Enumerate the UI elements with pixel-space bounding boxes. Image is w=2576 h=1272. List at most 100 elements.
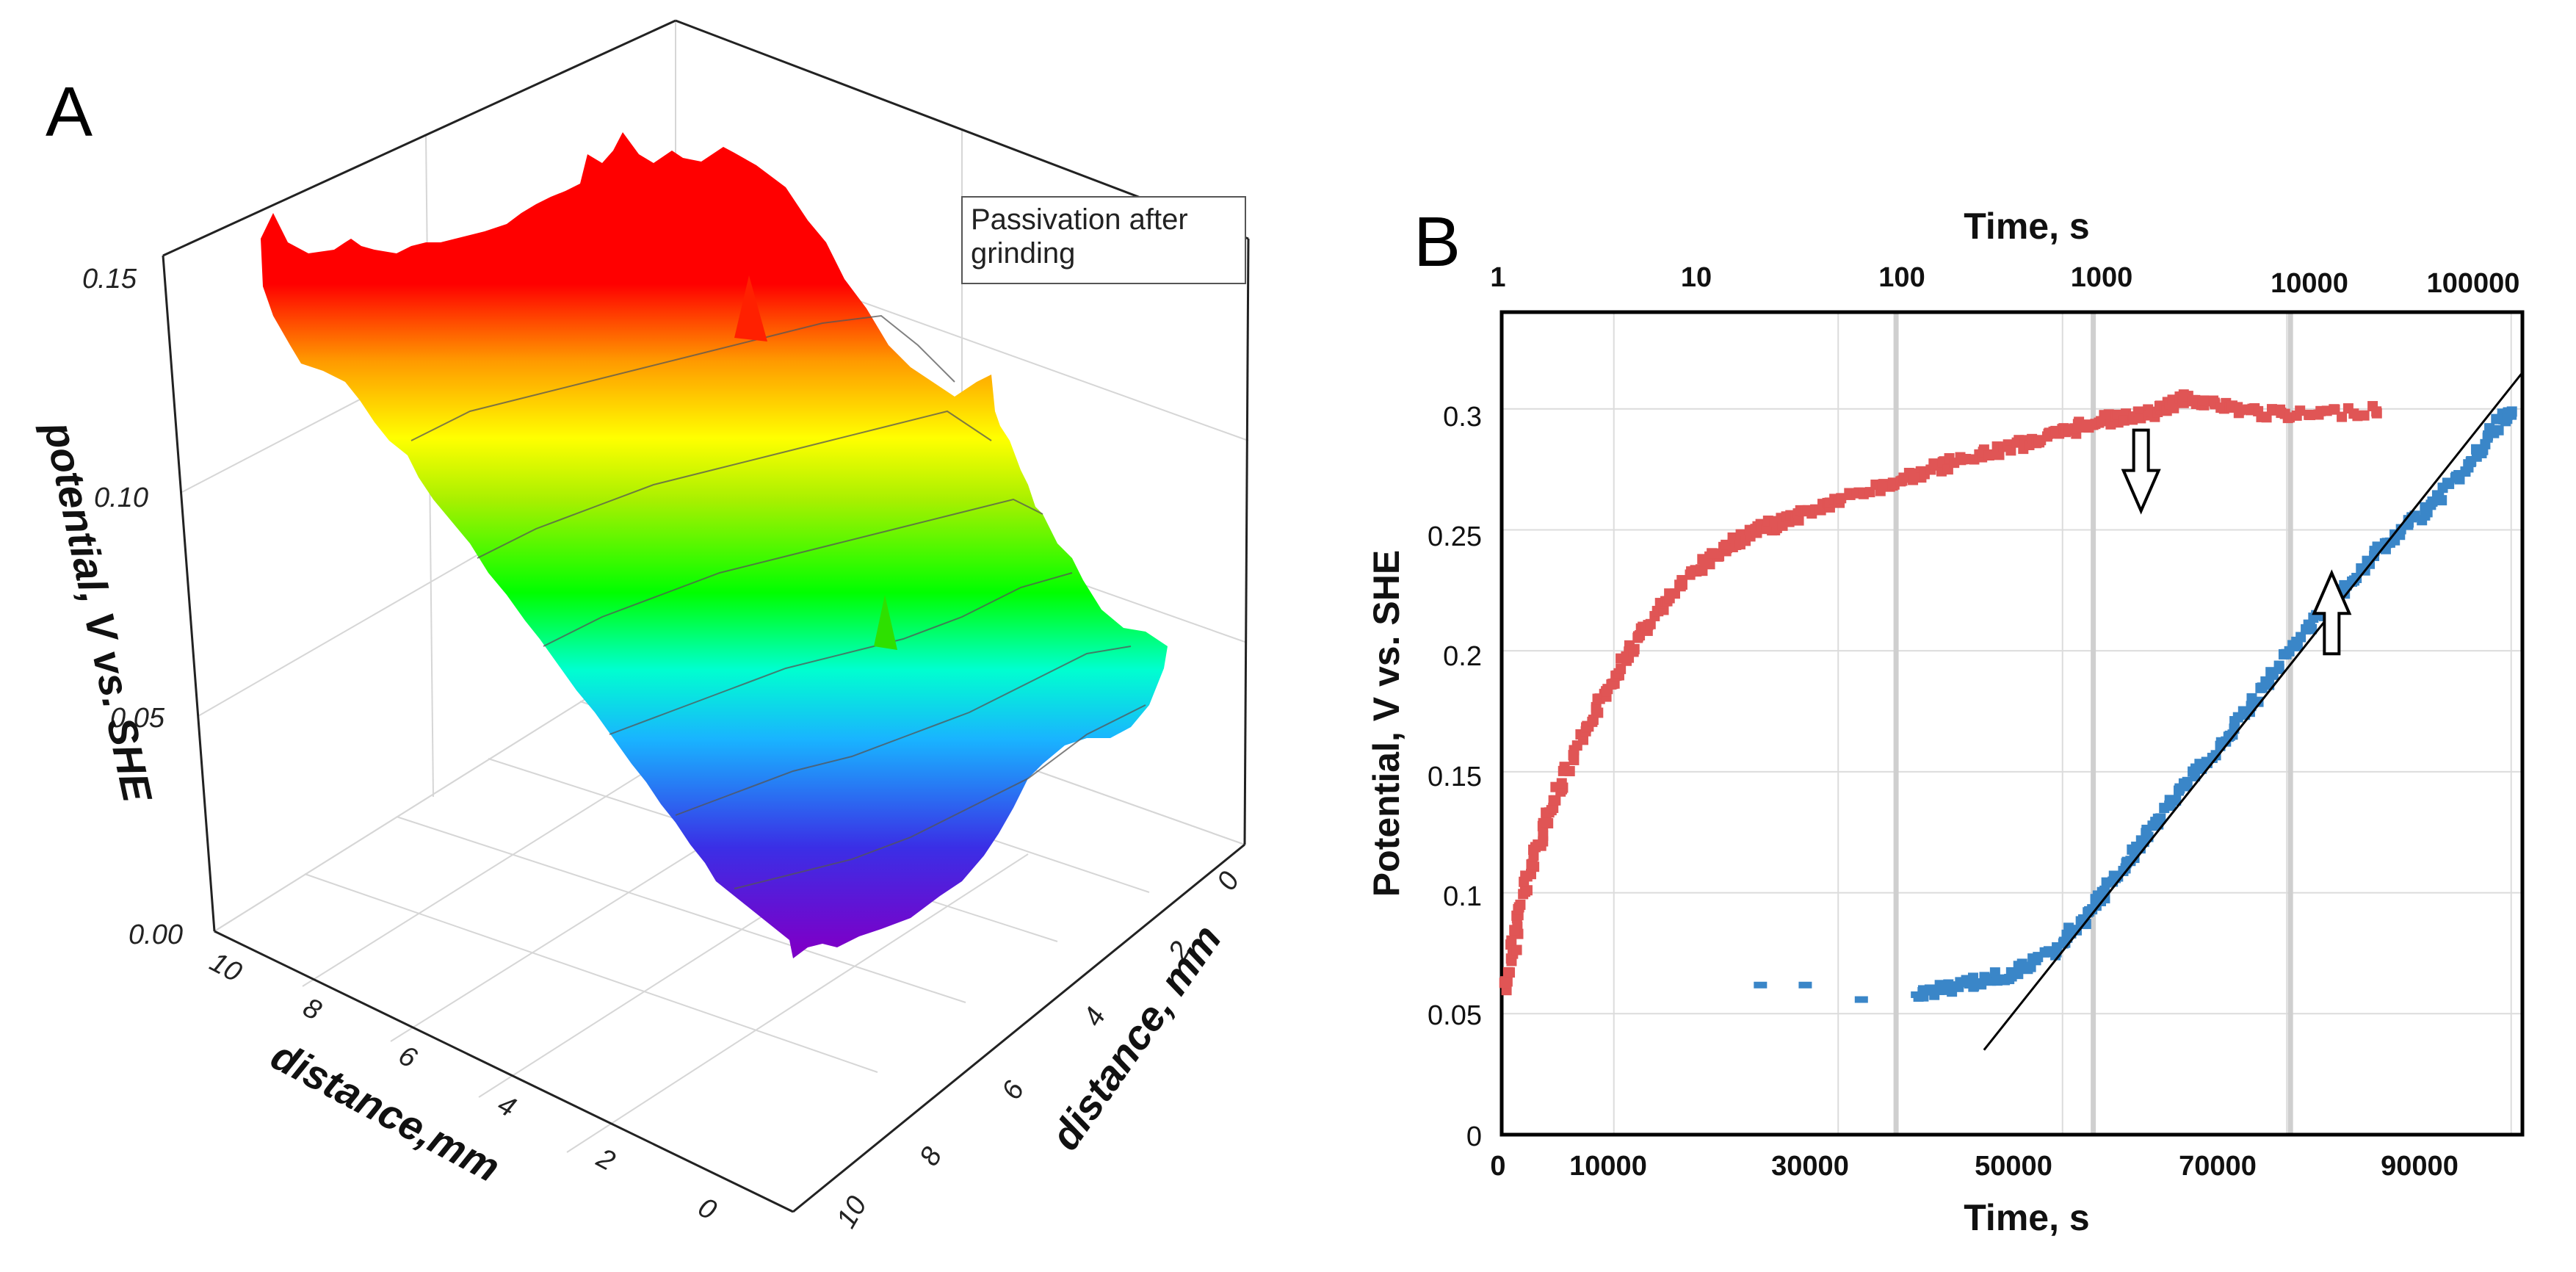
data-point	[2005, 445, 2016, 456]
annotation-frame	[961, 196, 1246, 284]
x-tick-label: 90000	[2381, 1151, 2459, 1182]
data-point	[1754, 981, 1768, 989]
data-point	[1616, 663, 1627, 674]
y-tick-label: 0.15	[1428, 762, 1482, 792]
data-point	[2395, 530, 2406, 541]
data-point	[1515, 899, 1526, 910]
data-point	[1798, 981, 1812, 989]
data-point	[2337, 411, 2348, 422]
top-tick-label: 1000	[2071, 262, 2133, 293]
y-tick-label: 8	[913, 1142, 948, 1171]
series-depassivation	[1754, 406, 2517, 1003]
panel-b-frame	[1499, 310, 2525, 1137]
data-point	[1854, 996, 1868, 1003]
data-point	[1591, 704, 1602, 715]
y-tick-label: 0.1	[1443, 881, 1482, 912]
top-edge-line	[162, 19, 676, 257]
data-point	[2295, 405, 2306, 416]
right-edge-line	[1243, 238, 1250, 845]
x-tick-label: 4	[493, 1089, 521, 1124]
x-tick-label: 50000	[1975, 1151, 2052, 1182]
data-point	[2033, 436, 2044, 447]
data-point	[1541, 817, 1552, 828]
panel-b-top-ticks: 1 10 100 1000 10000 100000	[1490, 262, 2519, 299]
x-tick-label: 0	[1490, 1151, 1505, 1182]
contour-line	[410, 314, 955, 441]
data-point	[2434, 492, 2445, 503]
z-tick-label: 0.10	[94, 483, 148, 513]
z-axis-label: potential, V vs. SHE	[35, 416, 162, 806]
y-tick-label: 0.05	[1428, 1000, 1482, 1031]
y-tick-label: 4	[1077, 1002, 1112, 1031]
data-point	[2171, 795, 2182, 806]
y-axis-label: distance, mm	[1041, 917, 1230, 1158]
data-point	[1645, 618, 1656, 629]
y-axis-label: Potential, V vs. SHE	[1366, 550, 1407, 897]
data-point	[1928, 458, 1939, 469]
contour-line	[477, 410, 992, 559]
data-point	[1994, 449, 2005, 460]
series-passivation	[1499, 389, 2382, 996]
data-point	[2425, 499, 2436, 510]
data-point	[1522, 885, 1533, 896]
panel-b: B 0 0.05 0.1 0.15 0.2 0.25 0.3 0 10000	[1366, 203, 2525, 1238]
data-point	[2506, 406, 2517, 417]
y-tick-label: 0.25	[1428, 521, 1482, 552]
panel-b-letter: B	[1414, 203, 1461, 281]
z-tick-label: 0.05	[110, 703, 165, 734]
data-point	[1509, 925, 1520, 936]
x-tick-label: 8	[298, 992, 326, 1027]
top-tick-label: 10000	[2271, 268, 2348, 299]
y-tick-label: 0	[1211, 867, 1245, 895]
data-point	[2442, 477, 2453, 488]
top-tick-label: 10	[1681, 262, 1712, 293]
data-point	[2295, 632, 2307, 643]
floor-grid	[396, 816, 966, 1003]
data-point	[1607, 679, 1618, 690]
data-point	[2264, 679, 2275, 690]
floor-grid	[304, 873, 878, 1073]
x-tick-label: 10000	[1569, 1151, 1647, 1182]
contour-line	[609, 572, 1073, 735]
data-point	[2096, 416, 2107, 427]
data-point	[1538, 830, 1549, 841]
data-point	[2155, 813, 2166, 824]
z-axis-line	[162, 255, 216, 932]
data-point	[2253, 696, 2264, 707]
data-point	[2129, 853, 2140, 864]
panel-a-x-ticks: 10 8 6 4 2 0	[205, 947, 721, 1226]
data-point	[2210, 750, 2221, 761]
data-point	[1961, 454, 1972, 465]
y-tick-label: 0.3	[1443, 402, 1482, 433]
z-tick-label: 0.00	[129, 919, 183, 950]
x-tick-label: 0	[693, 1192, 721, 1226]
top-axis-label: Time, s	[1964, 206, 2089, 247]
panel-a-axes	[162, 19, 1250, 1213]
data-point	[1967, 972, 1978, 983]
top-tick-label: 100	[1878, 262, 1925, 293]
y-tick-label: 0.2	[1443, 641, 1482, 672]
data-point	[1548, 795, 1559, 806]
x-axis-label: Time, s	[1964, 1197, 2089, 1238]
arrow-down-icon	[2121, 428, 2161, 515]
fit-line	[1983, 372, 2524, 1051]
y-tick-label: 10	[831, 1191, 873, 1234]
y-axis-line	[792, 843, 1245, 1213]
potential-surface	[261, 132, 1168, 958]
data-point	[2493, 424, 2504, 436]
data-point	[2454, 474, 2465, 485]
data-point	[1556, 778, 1567, 789]
data-point	[1500, 976, 1511, 987]
x-tick-label: 2	[591, 1142, 620, 1177]
x-tick-label: 10	[205, 947, 247, 989]
data-point	[1676, 579, 1687, 590]
x-tick-label: 70000	[2179, 1151, 2257, 1182]
y-tick-label: 6	[996, 1075, 1030, 1105]
panel-a-z-ticks: 0.15 0.10 0.05 0.00	[82, 264, 183, 950]
top-tick-label: 100000	[2427, 268, 2520, 299]
y-tick-label: 0	[1466, 1121, 1482, 1152]
panel-b-x-ticks: 0 10000 30000 50000 70000 90000	[1490, 1151, 2458, 1182]
data-point	[1836, 493, 1847, 504]
top-tick-label: 1	[1490, 262, 1505, 293]
